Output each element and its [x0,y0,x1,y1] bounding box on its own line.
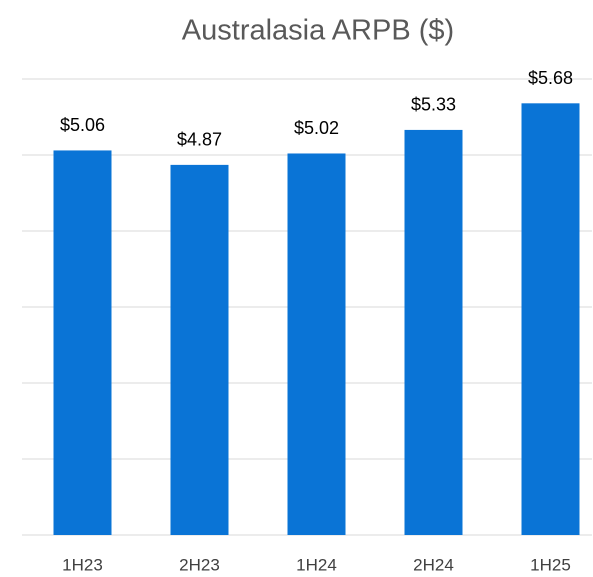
x-tick-label: 2H24 [413,555,454,574]
chart-title: Australasia ARPB ($) [182,15,454,47]
x-tick-label: 2H23 [179,555,220,574]
data-label: $5.06 [60,115,105,135]
x-tick-label: 1H24 [296,555,337,574]
data-label: $5.33 [411,95,456,115]
x-tick-label: 1H25 [530,555,571,574]
bar [53,150,112,535]
bar [404,129,463,536]
data-label: $4.87 [177,130,222,150]
bar [170,164,229,535]
x-tick-label: 1H23 [62,555,103,574]
bar [287,153,346,536]
data-label: $5.02 [294,118,339,138]
bar [521,103,580,535]
data-label: $5.68 [528,68,573,88]
